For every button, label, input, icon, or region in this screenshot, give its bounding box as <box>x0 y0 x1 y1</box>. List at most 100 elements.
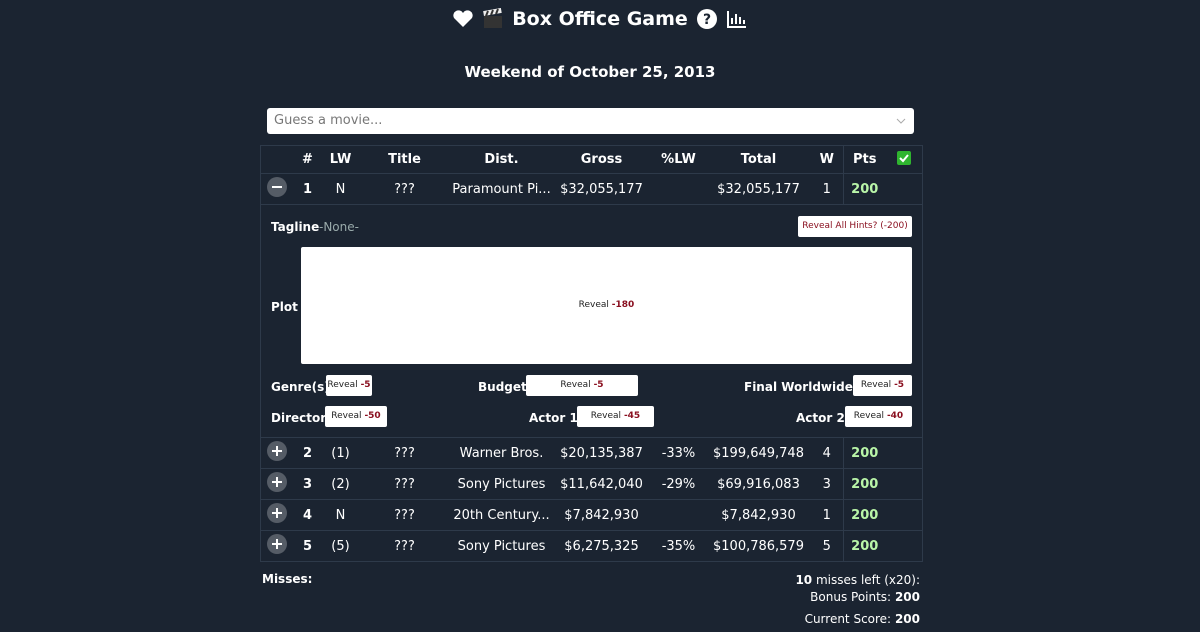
header-row: # LW Title Dist. Gross %LW Total W Pts <box>260 145 923 174</box>
toggle-cell[interactable] <box>260 530 293 562</box>
reveal-button[interactable]: Reveal -5 <box>853 375 912 396</box>
toggle-button[interactable] <box>266 441 287 461</box>
cell-pts: 200 <box>843 437 886 469</box>
reveal-text: Reveal <box>860 380 892 390</box>
cell-rank: 5 <box>292 530 323 562</box>
cell-pct_lw: -29% <box>650 468 707 500</box>
cell-pct_lw <box>650 499 707 531</box>
rank: 4 <box>302 507 313 523</box>
cell-rank: 4 <box>292 499 323 531</box>
column-header: Dist. <box>450 145 553 174</box>
gross: $20,135,387 <box>560 445 643 461</box>
reveal-button[interactable]: Reveal -50 <box>325 406 387 427</box>
lw: N <box>335 507 346 523</box>
cell-empty <box>885 437 923 469</box>
weeks: 5 <box>822 538 831 554</box>
reveal-button[interactable]: Reveal -45 <box>577 406 654 427</box>
heart-icon[interactable] <box>452 9 474 29</box>
cell-lw: (1) <box>322 437 359 469</box>
header: Box Office Game ? <box>0 6 1200 32</box>
rank: 1 <box>302 181 313 197</box>
reveal-button[interactable]: Reveal -5 <box>526 375 638 396</box>
reveal-all-button[interactable]: Reveal All Hints? (-200) <box>798 216 912 237</box>
cell-empty <box>885 468 923 500</box>
cell-weeks: 3 <box>810 468 844 500</box>
total: $100,786,579 <box>713 538 804 554</box>
help-icon[interactable]: ? <box>696 8 718 30</box>
reveal-button[interactable]: Reveal -180 <box>301 247 912 364</box>
toggle-button[interactable] <box>266 534 287 554</box>
toggle-button[interactable] <box>266 177 287 197</box>
lw: (5) <box>331 538 350 554</box>
cell-title: ??? <box>358 437 451 469</box>
cell-weeks: 1 <box>810 173 844 205</box>
reveal-text: Reveal <box>560 380 591 390</box>
weeks: 1 <box>822 181 831 197</box>
column-header: Total <box>706 145 811 174</box>
cell-pct_lw: -35% <box>650 530 707 562</box>
subtitle: Weekend of October 25, 2013 <box>464 63 716 81</box>
cell-dist: Sony Pictures <box>450 530 553 562</box>
cell-dist: Sony Pictures <box>450 468 553 500</box>
search-input[interactable]: Guess a movie... <box>267 108 914 134</box>
column-header: # <box>292 145 323 174</box>
cell-pts: 200 <box>843 530 886 562</box>
misses-label: Misses: <box>262 572 313 586</box>
lw: N <box>335 181 346 197</box>
column-header: %LW <box>650 145 707 174</box>
cell-empty <box>885 173 923 205</box>
misses-left-text: misses left (x20): <box>815 573 920 587</box>
reveal-button[interactable]: Reveal -5 <box>326 375 372 396</box>
table-row: 2 (1)??? Warner Bros. $20,135,387 -33% $199,6… <box>260 437 923 469</box>
cell-pts: 200 <box>843 499 886 531</box>
checkbox[interactable] <box>896 150 911 165</box>
cell-rank: 1 <box>292 173 323 205</box>
cell-lw: (5) <box>322 530 359 562</box>
dist: Sony Pictures <box>457 538 546 554</box>
reveal-text: Reveal <box>590 411 622 421</box>
hint-label: Final Worldwide $ <box>744 380 866 394</box>
score-value: 200 <box>894 612 920 626</box>
cost: -45 <box>623 411 641 421</box>
pts: 200 <box>851 476 879 492</box>
dist: Sony Pictures <box>457 476 546 492</box>
toggle-cell[interactable] <box>260 173 293 205</box>
cell-total: $199,649,748 <box>706 437 811 469</box>
cell-gross: $11,642,040 <box>552 468 651 500</box>
reveal-button[interactable]: Reveal -40 <box>845 406 912 427</box>
hints-panel: Tagline -None- Reveal All Hints? (-200) … <box>261 206 922 438</box>
cell-pct_lw <box>650 173 707 205</box>
cell-total: $7,842,930 <box>706 499 811 531</box>
weeks: 1 <box>822 507 831 523</box>
cost: -5 <box>360 380 371 390</box>
pct_lw: -29% <box>661 476 696 492</box>
gross: $7,842,930 <box>564 507 639 523</box>
gross: $32,055,177 <box>560 181 643 197</box>
cell-gross: $20,135,387 <box>552 437 651 469</box>
toggle-cell[interactable] <box>260 437 293 469</box>
cell-rank: 2 <box>292 437 323 469</box>
svg-text:?: ? <box>703 12 711 28</box>
select-all[interactable] <box>885 145 923 174</box>
cell-pts: 200 <box>843 468 886 500</box>
hint-label: Actor 2 <box>796 411 845 425</box>
title: Box Office Game <box>512 8 688 30</box>
cell-gross: $6,275,325 <box>552 530 651 562</box>
dropdown-arrow[interactable] <box>896 117 906 125</box>
cell-total: $69,916,083 <box>706 468 811 500</box>
stats-icon[interactable] <box>726 9 748 29</box>
cell-dist: Paramount Pi... <box>450 173 553 205</box>
table-row: 3 (2)??? Sony Pictures $11,642,040 -29% $69,9… <box>260 468 923 500</box>
pts: 200 <box>851 507 879 523</box>
toggle-cell[interactable] <box>260 468 293 500</box>
pts: 200 <box>851 538 879 554</box>
toggle-button[interactable] <box>266 472 287 492</box>
title: ??? <box>394 445 415 461</box>
cell-pts: 200 <box>843 173 886 205</box>
cell-title: ??? <box>358 173 451 205</box>
reveal-text: Reveal <box>327 380 358 390</box>
cost: -5 <box>593 380 604 390</box>
toggle-button[interactable] <box>266 503 287 523</box>
toggle-cell[interactable] <box>260 499 293 531</box>
